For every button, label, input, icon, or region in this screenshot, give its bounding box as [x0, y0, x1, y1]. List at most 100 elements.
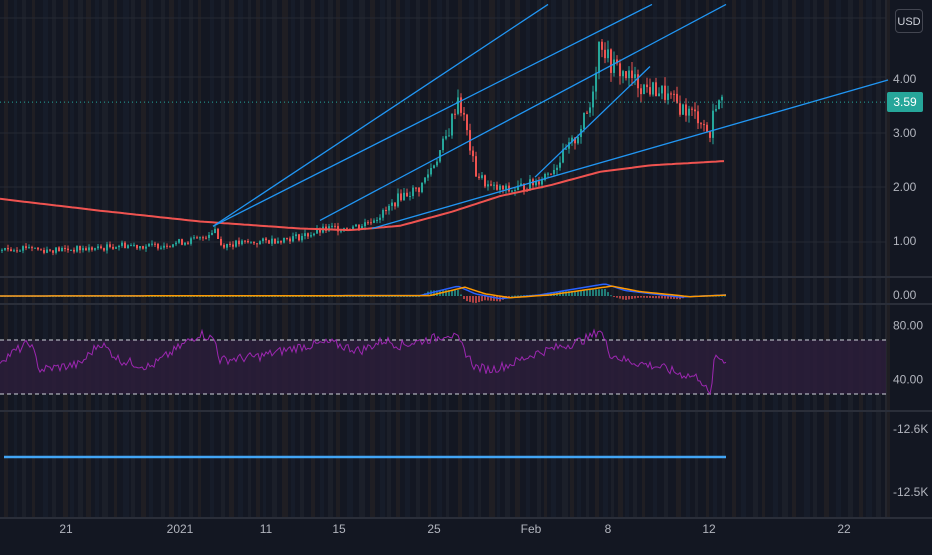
candle-body	[121, 242, 123, 246]
candle-body	[193, 237, 195, 239]
candle-body	[10, 249, 12, 251]
macd-histogram-bar	[364, 295, 366, 297]
macd-histogram-bar	[346, 295, 348, 297]
candle-body	[49, 249, 51, 251]
candle-body	[265, 238, 267, 241]
candle-body	[286, 237, 288, 239]
macd-histogram-bar	[247, 295, 249, 297]
candle-body	[199, 237, 201, 239]
session-stripe	[732, 0, 736, 518]
candle-body	[637, 74, 639, 89]
candle-body	[154, 243, 156, 245]
candle-body	[676, 93, 678, 104]
candle-body	[7, 248, 9, 250]
trendline[interactable]	[212, 3, 549, 227]
signal-line[interactable]	[0, 285, 727, 299]
session-stripe	[753, 0, 758, 518]
candle-body	[454, 113, 456, 115]
candle-body	[61, 247, 63, 252]
candle-body	[496, 184, 498, 190]
session-stripe	[489, 0, 495, 518]
price-pane[interactable]	[0, 3, 889, 256]
rsi-line[interactable]	[0, 328, 727, 396]
macd-pane[interactable]	[0, 283, 727, 303]
session-stripe	[336, 0, 340, 518]
candle-body	[280, 241, 282, 243]
candle-body	[409, 196, 411, 198]
session-stripe	[762, 0, 765, 518]
trendline[interactable]	[319, 3, 727, 221]
trendline[interactable]	[534, 66, 651, 178]
session-stripe	[32, 0, 35, 518]
macd-histogram-bar	[271, 295, 273, 297]
session-stripe	[706, 0, 709, 518]
session-stripe	[291, 0, 295, 518]
candle-body	[583, 112, 585, 129]
trendline[interactable]	[371, 79, 889, 230]
candle-body	[544, 173, 546, 180]
macd-histogram-bar	[472, 296, 474, 303]
candle-body	[202, 237, 204, 239]
moving-average-line[interactable]	[0, 160, 725, 232]
candle-body	[547, 173, 549, 175]
candle-body	[235, 240, 237, 247]
session-stripe	[78, 0, 83, 518]
candle-body	[82, 248, 84, 251]
candle-body	[91, 247, 93, 250]
candle-body	[493, 184, 495, 186]
macd-histogram-bar	[328, 295, 330, 297]
candle-body	[628, 70, 630, 79]
currency-button[interactable]: USD	[895, 9, 923, 33]
macd-histogram-bar	[415, 295, 417, 297]
price-tick-label: 4.00	[893, 72, 917, 86]
macd-histogram-bar	[289, 295, 291, 297]
session-stripe	[653, 0, 657, 518]
price-tick-label: 2.00	[893, 180, 917, 194]
macd-histogram-bar	[631, 296, 633, 299]
candle-body	[670, 93, 672, 95]
session-stripe	[300, 0, 304, 518]
candle-body	[436, 161, 438, 166]
session-stripe	[272, 0, 277, 518]
session-stripe	[161, 0, 165, 518]
candle-body	[4, 248, 6, 250]
session-stripe	[515, 0, 520, 518]
macd-histogram-bar	[250, 295, 252, 297]
candle-body	[220, 238, 222, 245]
macd-histogram-bar	[304, 295, 306, 297]
candle-body	[556, 167, 558, 171]
candle-body	[43, 250, 45, 253]
candle-body	[232, 244, 234, 247]
rsi-pane[interactable]	[0, 328, 886, 396]
candle-body	[553, 170, 555, 174]
candle-body	[505, 185, 507, 190]
session-stripe	[603, 0, 608, 518]
candle-body	[358, 224, 360, 229]
candle-body	[229, 243, 231, 245]
macd-histogram-bar	[661, 296, 663, 299]
candle-body	[586, 112, 588, 114]
rsi-band-fill	[0, 340, 886, 394]
session-stripe	[102, 0, 108, 518]
candle-body	[448, 135, 450, 137]
candle-body	[22, 246, 24, 251]
session-stripe	[221, 0, 225, 518]
candle-body	[451, 113, 453, 136]
macd-histogram-bar	[667, 296, 669, 299]
macd-histogram-bar	[481, 296, 483, 302]
candle-body	[253, 241, 255, 244]
macd-histogram-bar	[676, 296, 678, 300]
session-stripe	[95, 0, 99, 518]
session-stripe	[311, 0, 315, 518]
candle-body	[262, 238, 264, 242]
session-stripe	[210, 0, 214, 518]
candle-body	[403, 192, 405, 201]
macd-histogram-bar	[664, 296, 666, 299]
time-tick-label: Feb	[521, 522, 542, 536]
candle-body	[373, 220, 375, 223]
trendline[interactable]	[212, 3, 653, 227]
candle-body	[130, 245, 132, 247]
session-stripe	[63, 0, 68, 518]
